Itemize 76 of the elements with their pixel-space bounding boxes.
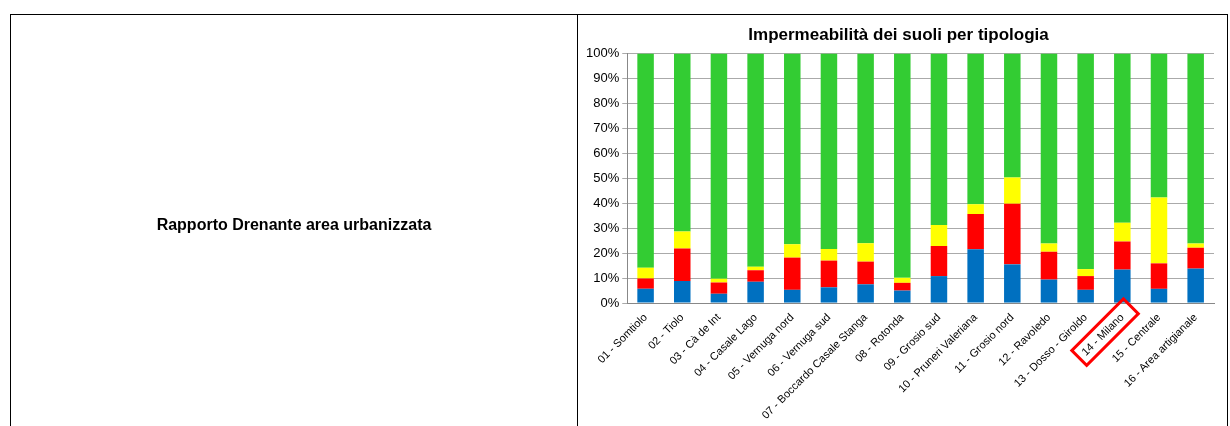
- bar: [784, 257, 801, 290]
- bar: [637, 288, 654, 303]
- bar: [857, 284, 874, 303]
- bar: [857, 53, 874, 244]
- bar: [1150, 197, 1168, 264]
- text: Rapporto Drenante area urbanizzata: [11, 15, 578, 426]
- bar: [674, 281, 691, 303]
- y-tick-label: 0%: [600, 294, 620, 310]
- y-tick-label: 100%: [586, 44, 620, 60]
- y-tick-label: 90%: [593, 69, 620, 85]
- chart-title: Impermeabilità dei suoli per tipologia: [748, 24, 1050, 44]
- bar: [1187, 268, 1204, 303]
- bar: [820, 260, 838, 288]
- bar: [784, 244, 801, 258]
- bar: [1114, 53, 1131, 223]
- y-tick-label: 30%: [593, 219, 620, 235]
- bar: [857, 261, 874, 285]
- bar: [747, 53, 764, 267]
- bar: [1077, 53, 1094, 270]
- y-tick-label: 40%: [593, 194, 620, 210]
- bar: [710, 282, 728, 294]
- bar: [967, 53, 984, 205]
- y-tick-label: 70%: [593, 119, 620, 135]
- bar: [930, 53, 948, 225]
- bar: [930, 245, 948, 277]
- bar: [1004, 203, 1021, 265]
- bar: [1150, 288, 1168, 303]
- bar: [710, 293, 728, 303]
- bar: [637, 267, 654, 279]
- bar: [967, 249, 984, 303]
- bar: [1150, 53, 1168, 198]
- bar: [1187, 243, 1204, 248]
- bar: [967, 204, 984, 214]
- bar: [1077, 276, 1094, 290]
- bar: [1004, 53, 1021, 178]
- bar: [1077, 269, 1094, 277]
- bar: [1004, 177, 1021, 204]
- bar: [1040, 53, 1058, 244]
- bar: [710, 278, 728, 283]
- bar: [894, 277, 911, 283]
- bar: [1040, 279, 1058, 303]
- bar: [637, 53, 654, 268]
- bar: [894, 290, 911, 303]
- bar: [674, 248, 691, 282]
- bar: [1040, 251, 1058, 280]
- bar: [930, 224, 948, 246]
- bar: [747, 281, 764, 303]
- bar: [930, 276, 948, 303]
- bar: [894, 282, 911, 291]
- y-tick-label: 10%: [593, 269, 620, 285]
- bar: [820, 287, 838, 303]
- y-tick-label: 20%: [593, 244, 620, 260]
- bar: [710, 53, 728, 279]
- bar: [820, 248, 838, 261]
- bar: [784, 289, 801, 303]
- y-tick-label: 60%: [593, 144, 620, 160]
- bar: [1040, 243, 1058, 252]
- bar: [784, 53, 801, 245]
- bar: [1077, 289, 1094, 303]
- bar: [1114, 241, 1131, 270]
- bar: [894, 53, 911, 278]
- bar: [1150, 263, 1168, 289]
- bar: [1187, 53, 1204, 244]
- y-tick-label: 50%: [593, 169, 620, 185]
- bar: [1114, 222, 1131, 242]
- bar: [967, 213, 984, 250]
- bar: [747, 270, 764, 282]
- y-tick-label: 80%: [593, 94, 620, 110]
- bar: [637, 278, 654, 289]
- bar: [674, 53, 691, 232]
- bar: [674, 231, 691, 249]
- bar: [1004, 264, 1021, 303]
- bar: [1187, 247, 1204, 269]
- bar: [820, 53, 838, 249]
- bar: [1114, 269, 1131, 303]
- bar: [857, 243, 874, 262]
